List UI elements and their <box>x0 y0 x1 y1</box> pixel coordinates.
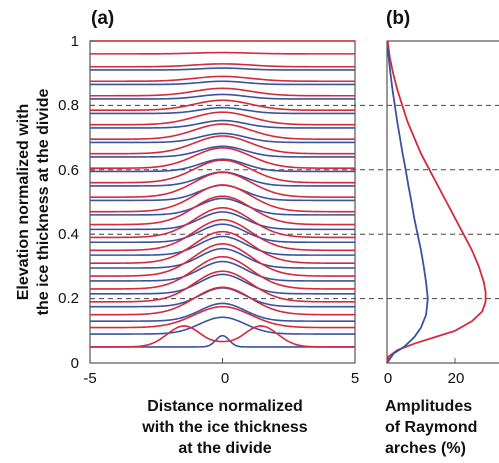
x-tick-label: 20 <box>448 370 465 387</box>
blue-layer-line <box>90 197 355 216</box>
red-layer-line <box>90 87 355 97</box>
red-layer-line <box>90 218 355 252</box>
x-axis-label-line-1: Amplitudes <box>385 398 472 415</box>
x-tick-label: 0 <box>221 370 229 387</box>
red-layer-line <box>90 184 355 213</box>
blue-layer-line <box>90 93 355 100</box>
red-layer-line <box>90 75 355 83</box>
blue-layer-line <box>90 211 355 231</box>
y-tick-label: 0.8 <box>58 97 79 114</box>
blue-layer-line <box>90 223 355 244</box>
red-layer-line <box>90 147 355 169</box>
blue-layer-line <box>90 145 355 158</box>
y-tick-label: 0.6 <box>58 162 79 179</box>
x-axis-label-line-3: at the divide <box>178 440 271 457</box>
red-layer-line <box>90 286 355 316</box>
red-layer-line <box>90 135 355 155</box>
panel-b-curves <box>386 40 487 364</box>
panel-a-ticks <box>89 40 356 364</box>
y-tick-label: 0.2 <box>58 290 79 307</box>
red-layer-line <box>90 63 355 68</box>
y-axis-label-line-2: the ice thickness at the divide <box>35 89 52 316</box>
red-layer-line <box>90 51 355 55</box>
panel-b-frame <box>386 40 499 364</box>
x-axis-label-line-2: of Raymond <box>385 419 477 436</box>
panel-b-x-tick-labels: 0 20 <box>384 370 465 387</box>
red-layers <box>90 40 355 348</box>
blue-layer-line <box>90 273 355 295</box>
blue-layer-line <box>90 158 355 173</box>
panel-b-plot <box>386 40 499 364</box>
panel-a-y-tick-labels: 0 0.2 0.4 0.6 0.8 1 <box>58 33 79 372</box>
red-layer-line <box>90 230 355 264</box>
red-layer-line <box>90 206 355 239</box>
blue-layer-line <box>90 316 355 335</box>
red-amplitude-curve <box>386 40 487 364</box>
blue-layer-line <box>90 106 355 115</box>
x-tick-label: 5 <box>351 370 359 387</box>
panel-b-ticks <box>386 358 456 363</box>
blue-layer-line <box>90 235 355 256</box>
panel-b-x-axis-label: Amplitudes of Raymond arches (%) <box>385 398 477 457</box>
x-axis-label-line-2: with the ice thickness <box>141 419 307 436</box>
y-tick-label: 0 <box>71 355 79 372</box>
x-tick-label: 0 <box>384 370 392 387</box>
x-tick-label: -5 <box>83 370 96 387</box>
panel-a-label: (a) <box>91 8 114 29</box>
blue-layer-line <box>90 132 355 144</box>
blue-layer-line <box>90 302 355 322</box>
red-layer-line <box>90 305 355 329</box>
y-tick-label: 0.4 <box>58 226 79 243</box>
blue-layer-line <box>90 80 355 86</box>
red-layer-line <box>90 171 355 198</box>
red-layer-line <box>90 99 355 112</box>
x-axis-label-line-1: Distance normalized <box>147 398 303 415</box>
red-layer-line <box>90 243 355 277</box>
y-tick-label: 1 <box>71 33 79 50</box>
panel-a-x-axis-label: Distance normalized with the ice thickne… <box>141 398 307 457</box>
panel-a-x-tick-labels: -5 0 5 <box>83 370 359 387</box>
red-layer-line <box>90 325 355 348</box>
red-layer-line <box>90 111 355 126</box>
blue-amplitude-curve <box>386 47 429 364</box>
panel-a-plot <box>89 40 499 364</box>
red-layer-line <box>90 123 355 141</box>
blue-layer-line <box>90 247 355 269</box>
blue-layer-line <box>90 260 355 282</box>
blue-layer-line <box>90 119 355 129</box>
red-layer-line <box>90 195 355 226</box>
x-axis-label-line-3: arches (%) <box>385 440 466 457</box>
panel-b-label: (b) <box>386 8 410 29</box>
red-layer-line <box>90 255 355 290</box>
y-axis-label-line-1: Elevation normalized with <box>15 104 32 300</box>
reference-lines <box>90 104 499 300</box>
red-layer-line <box>90 270 355 303</box>
blue-layer-line <box>90 67 355 71</box>
panel-a-y-axis-label: Elevation normalized with the ice thickn… <box>15 89 52 316</box>
red-layer-line <box>90 159 355 184</box>
blue-layer-line <box>90 171 355 187</box>
